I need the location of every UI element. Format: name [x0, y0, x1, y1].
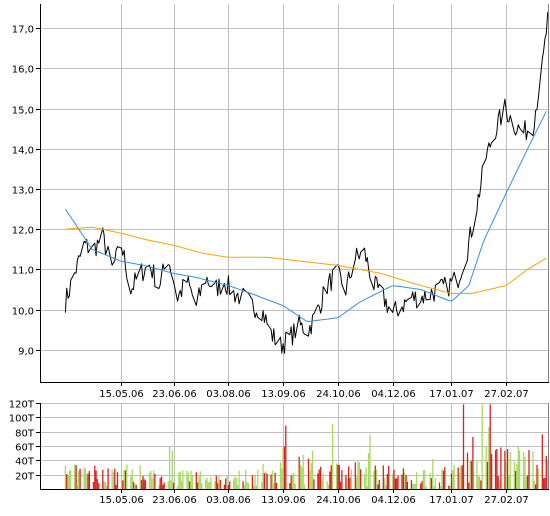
x-tick-label: 23.06.06: [152, 495, 197, 506]
y-tick-label: 15,0: [12, 106, 34, 117]
x-tick-label: 27.02.07: [484, 389, 529, 400]
y-tick-label: 9,0: [18, 347, 34, 358]
y-tick-label: 11,0: [12, 266, 34, 277]
x-tick-label: 04.12.06: [371, 495, 416, 506]
x-tick-label: 17.01.07: [429, 389, 474, 400]
x-tick-label: 13.09.06: [261, 495, 306, 506]
y-tick-label: 10,0: [12, 307, 34, 318]
y-tick-label: 12,0: [12, 226, 34, 237]
x-tick-label: 03.08.06: [206, 495, 251, 506]
x-tick-label: 13.09.06: [261, 389, 306, 400]
volume-panel: 15.05.06 23.06.06 03.08.06 13.09.06 24.10.06…: [9, 400, 549, 506]
y-tick-label: 20T: [15, 472, 35, 483]
y-tick-label: 17,0: [12, 25, 34, 36]
y-tick-label: 120T: [9, 400, 35, 411]
series-line-ma_short: [64, 110, 547, 322]
series-line-price: [64, 12, 549, 354]
y-tick-label: 14,0: [12, 146, 34, 157]
price-panel: 15.05.06 23.06.06 03.08.06 13.09.06 24.10.06…: [12, 4, 549, 400]
x-tick-label: 15.05.06: [99, 389, 144, 400]
x-tick-label: 04.12.06: [371, 389, 416, 400]
x-tick-label: 24.10.06: [316, 389, 361, 400]
y-tick-label: 80T: [15, 429, 35, 440]
y-tick-label: 40T: [15, 457, 35, 468]
x-tick-label: 03.08.06: [206, 389, 251, 400]
series-line-ma_long: [65, 226, 547, 294]
x-tick-label: 23.06.06: [152, 389, 197, 400]
x-tick-label: 24.10.06: [316, 495, 361, 506]
x-tick-label: 27.02.07: [484, 495, 529, 506]
x-tick-label: 15.05.06: [99, 495, 144, 506]
x-tick-label: 17.01.07: [429, 495, 474, 506]
y-tick-label: 13,0: [12, 186, 34, 197]
y-tick-label: 60T: [15, 443, 35, 454]
y-tick-label: 100T: [9, 414, 35, 425]
y-tick-label: 16,0: [12, 65, 34, 76]
